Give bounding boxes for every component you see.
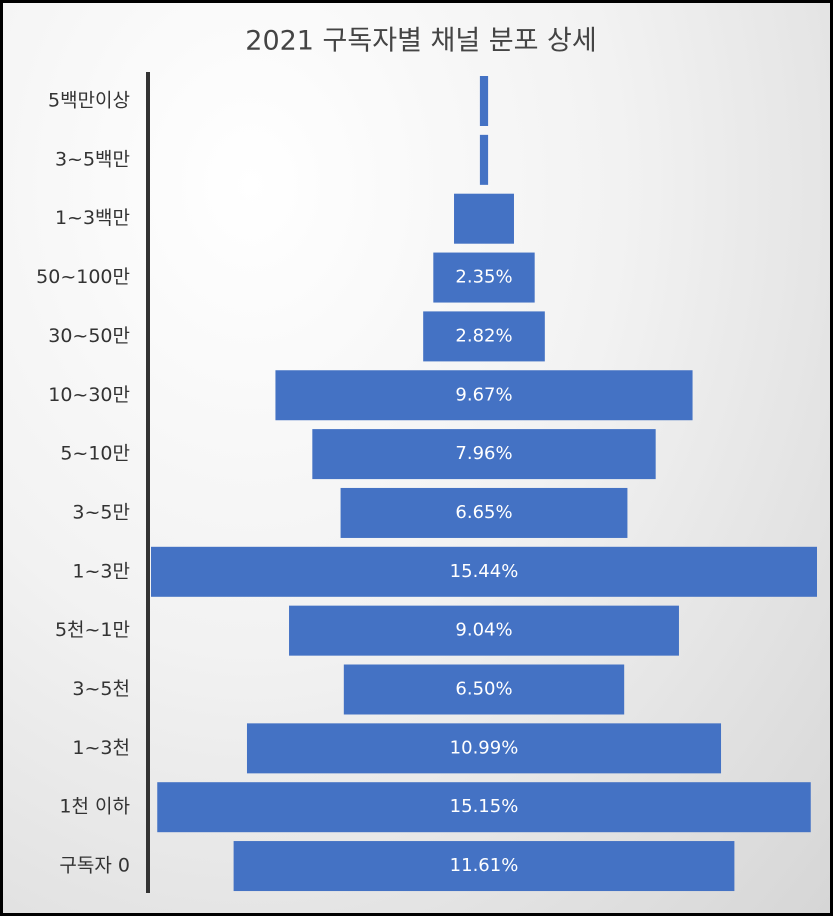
bar [233,841,735,892]
data-label: 11.61% [450,855,519,876]
bar [157,782,811,833]
data-label: 9.04% [455,620,512,641]
data-label: 2.82% [455,325,512,346]
bar [479,76,489,126]
bar [423,311,545,362]
data-label: 9.67% [455,384,512,405]
data-label: 15.15% [450,796,519,817]
category-label: 3~5천 [72,678,130,700]
data-label: 6.65% [455,502,512,523]
data-label: 10.99% [450,737,519,758]
category-label: 5백만이상 [48,90,130,112]
category-label: 1천 이하 [59,796,130,818]
bar [343,664,625,715]
category-label: 5~10만 [60,443,130,465]
category-label: 50~100만 [36,266,130,288]
category-label: 구독자 0 [59,855,130,877]
bar [312,429,656,480]
bar [433,252,535,303]
data-label: 6.50% [455,679,512,700]
bar [340,487,628,538]
category-label: 30~50만 [48,325,130,347]
category-label: 1~3만 [72,560,130,582]
category-label: 1~3천 [72,737,130,759]
bar [151,546,817,597]
data-label: 7.96% [455,443,512,464]
bar [275,370,693,421]
chart-title: 2021 구독자별 채널 분포 상세 [245,26,596,57]
category-label: 10~30만 [48,384,130,406]
category-label: 3~5백만 [55,148,130,170]
category-label: 5천~1만 [55,619,130,641]
bar [246,723,722,774]
bar [479,134,489,185]
data-label: 2.35% [455,267,512,288]
category-label: 3~5만 [72,501,130,523]
bar [454,193,514,244]
category-label: 1~3백만 [55,207,130,229]
bar [289,605,679,656]
data-label: 15.44% [450,561,519,582]
